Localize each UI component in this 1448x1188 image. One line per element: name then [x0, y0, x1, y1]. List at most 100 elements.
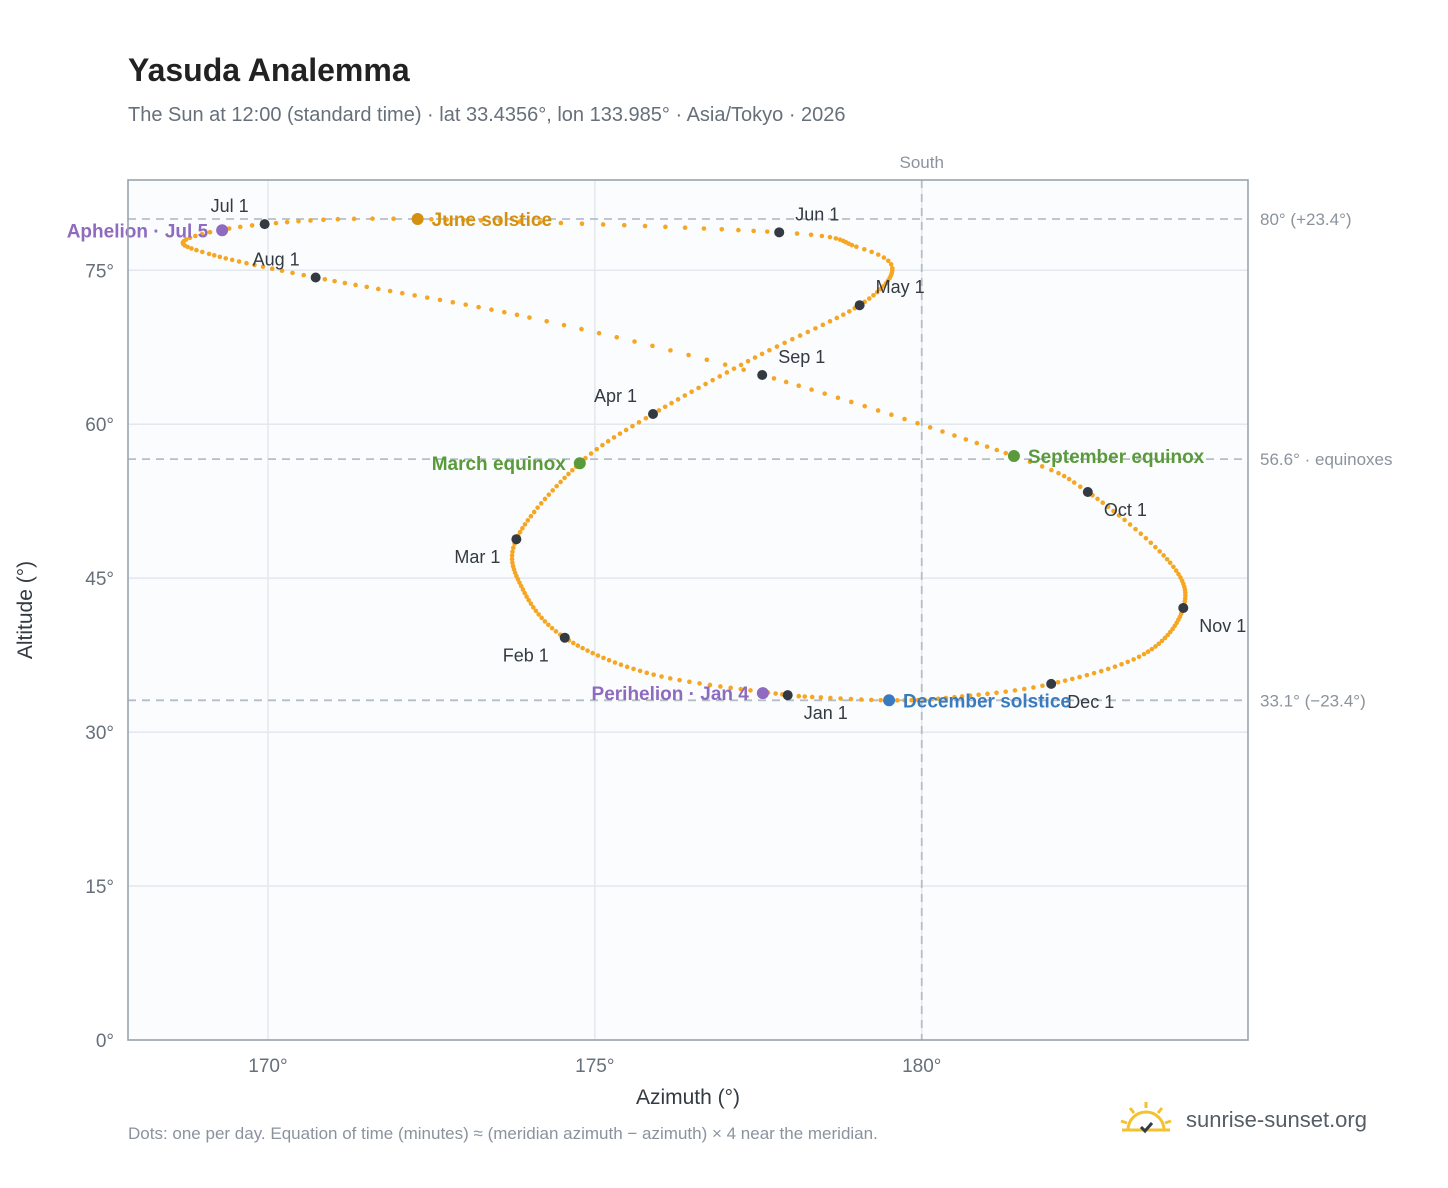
daily-dot	[846, 309, 852, 314]
daily-dot	[848, 399, 854, 405]
event-markers: June solstice March equinox September equi…	[67, 210, 1205, 712]
event-dot	[883, 694, 896, 707]
month-label: Apr 1	[594, 386, 637, 406]
daily-dot	[570, 467, 575, 473]
daily-dot	[1056, 470, 1061, 476]
y-tick-label: 45°	[85, 569, 114, 590]
daily-dot	[867, 296, 872, 301]
daily-dot	[539, 615, 544, 621]
daily-dot	[223, 256, 229, 261]
daily-dot	[399, 290, 405, 296]
daily-dot	[429, 216, 434, 222]
daily-dot	[525, 518, 531, 523]
daily-dot	[1098, 668, 1104, 674]
daily-dot	[1149, 646, 1155, 652]
y-tick-label: 30°	[85, 723, 114, 744]
daily-dot	[614, 334, 620, 340]
daily-dot	[833, 236, 839, 241]
brand[interactable]: sunrise-sunset.org	[1118, 1100, 1367, 1140]
daily-dot	[1145, 649, 1151, 654]
daily-dot	[808, 232, 814, 238]
daily-dot	[290, 270, 295, 276]
daily-dot	[575, 643, 581, 648]
daily-dot	[773, 691, 778, 696]
daily-dot	[588, 451, 594, 456]
daily-dot	[199, 231, 205, 237]
month-label: Jan 1	[804, 703, 848, 723]
daily-dot	[621, 222, 627, 228]
y-axis-label: Altitude (°)	[14, 561, 37, 659]
daily-dot	[874, 289, 880, 295]
daily-dot	[834, 315, 840, 321]
daily-dot	[1148, 540, 1154, 546]
daily-dot	[790, 336, 795, 342]
month-dot	[648, 408, 659, 419]
reference-altitude-label: 56.6° · equinoxes	[1260, 450, 1393, 469]
daily-dot	[644, 670, 650, 676]
daily-dot	[542, 619, 548, 624]
daily-dot	[940, 429, 945, 434]
daily-dot	[601, 655, 606, 661]
daily-dot	[460, 217, 466, 223]
daily-dot	[269, 266, 275, 272]
daily-dot	[553, 629, 559, 634]
daily-dot	[794, 231, 800, 236]
daily-dot	[520, 587, 526, 592]
month-dot	[774, 227, 785, 238]
daily-dot	[1071, 480, 1077, 485]
daily-dot	[650, 343, 655, 349]
daily-dot	[878, 697, 883, 703]
brand-name[interactable]: sunrise-sunset.org	[1186, 1107, 1367, 1132]
daily-dot	[967, 693, 973, 698]
daily-dot	[724, 370, 730, 375]
month-dot	[1046, 678, 1057, 689]
daily-dot	[1111, 508, 1116, 514]
daily-dot	[643, 415, 649, 421]
daily-dot	[590, 650, 595, 656]
daily-dot	[1131, 657, 1136, 662]
daily-dot	[915, 697, 921, 703]
daily-dot	[424, 295, 430, 300]
daily-dot	[391, 216, 396, 222]
daily-dot	[1027, 459, 1033, 465]
daily-dot	[237, 224, 243, 230]
daily-dot	[542, 496, 548, 502]
daily-dot	[837, 237, 843, 242]
daily-dot	[1105, 504, 1111, 510]
daily-dot	[527, 315, 532, 320]
daily-dot	[229, 257, 235, 263]
daily-dot	[796, 383, 802, 389]
daily-dot	[1143, 535, 1149, 541]
daily-dot	[630, 423, 635, 429]
daily-dot	[193, 233, 198, 239]
daily-dot	[1153, 644, 1158, 649]
daily-dot	[510, 549, 515, 554]
month-label: Feb 1	[503, 646, 549, 666]
daily-dot	[579, 221, 585, 226]
daily-dot	[509, 556, 515, 562]
plot-background	[128, 180, 1248, 1040]
daily-dot	[1049, 467, 1054, 473]
daily-dot	[497, 218, 503, 224]
daily-dot	[437, 297, 443, 303]
daily-dot	[1133, 526, 1138, 532]
daily-dot	[412, 293, 417, 298]
daily-dot	[1167, 629, 1173, 635]
daily-dot	[827, 234, 833, 240]
x-axis-label: Azimuth (°)	[636, 1086, 740, 1109]
sun-logo-icon	[1120, 1102, 1172, 1134]
daily-dot	[745, 358, 751, 364]
daily-dot	[677, 677, 682, 683]
month-dot	[310, 272, 321, 283]
daily-dot	[1003, 450, 1009, 456]
daily-dot	[550, 488, 556, 493]
daily-dot	[538, 501, 544, 506]
event-label: March equinox	[432, 454, 567, 475]
daily-dot	[364, 284, 370, 290]
daily-dot	[663, 224, 668, 230]
month-dot	[757, 369, 768, 380]
daily-dot	[1040, 683, 1045, 689]
daily-dot	[894, 698, 900, 703]
daily-dot	[1136, 654, 1142, 660]
daily-dot	[1100, 500, 1106, 506]
